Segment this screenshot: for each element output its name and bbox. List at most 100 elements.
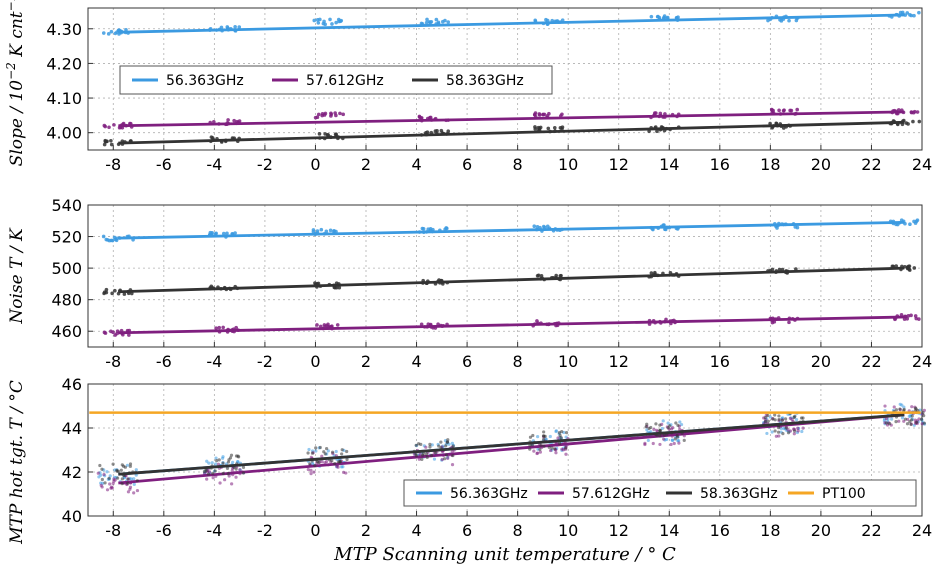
x-tick-label: 24 [912, 155, 932, 174]
data-point [307, 447, 311, 452]
x-tick-label: -2 [257, 155, 273, 174]
data-point [450, 462, 455, 467]
series-line [118, 13, 905, 34]
data-point [311, 229, 316, 234]
data-point [774, 434, 778, 438]
x-tick-label: 6 [462, 352, 472, 371]
data-point [102, 472, 106, 477]
data-point [329, 114, 333, 118]
data-point [103, 481, 107, 485]
data-point [770, 430, 774, 434]
data-point [433, 451, 438, 455]
series-line [118, 413, 905, 476]
data-point [532, 449, 536, 453]
data-point [792, 432, 796, 436]
x-tick-label: 2 [361, 352, 371, 371]
x-tick-label: 18 [760, 352, 780, 371]
data-point [306, 451, 310, 455]
data-point [318, 445, 322, 450]
data-point [214, 231, 218, 236]
data-point [913, 406, 918, 410]
x-tick-label: 18 [760, 155, 780, 174]
data-point [917, 10, 921, 15]
data-point [419, 322, 424, 327]
data-point [221, 455, 225, 459]
data-point [536, 435, 540, 439]
data-point [538, 450, 542, 454]
x-tick-label: 24 [912, 521, 932, 540]
data-point [113, 478, 117, 482]
x-tick-label: 24 [912, 352, 932, 371]
data-point [788, 108, 792, 113]
data-point [315, 323, 319, 327]
data-point [446, 456, 450, 460]
y-tick-label: 480 [51, 291, 82, 310]
data-point [221, 325, 225, 330]
data-point [333, 285, 337, 290]
data-point [906, 122, 910, 126]
data-point [537, 113, 542, 117]
data-point [912, 109, 917, 114]
legend-label: 56.363GHz [166, 73, 244, 89]
x-tick-label: 8 [513, 521, 523, 540]
data-point [560, 430, 564, 434]
x-tick-label: -6 [156, 521, 172, 540]
data-point [132, 482, 136, 486]
data-point [119, 468, 123, 472]
data-point [241, 465, 246, 469]
x-tick-label: -6 [156, 155, 172, 174]
data-point [340, 452, 344, 456]
y-tick-label: 520 [51, 228, 82, 247]
data-point [679, 422, 684, 427]
data-point [323, 111, 328, 116]
data-point [320, 460, 324, 464]
y-tick-label: 540 [51, 196, 82, 215]
x-tick-label: 2 [361, 521, 371, 540]
data-point [322, 19, 326, 24]
data-point [794, 418, 799, 422]
data-point [221, 231, 226, 236]
x-tick-label: -2 [257, 521, 273, 540]
x-tick-label: 16 [710, 155, 730, 174]
x-tick-label: -8 [105, 155, 121, 174]
data-point [790, 418, 794, 422]
data-point [669, 442, 673, 447]
x-tick-label: 22 [861, 352, 881, 371]
data-point [102, 291, 106, 296]
data-point [777, 414, 781, 418]
data-point [110, 238, 115, 243]
legend-label: PT100 [822, 486, 866, 502]
data-point [109, 138, 113, 143]
data-point [912, 219, 916, 224]
data-point [532, 224, 537, 228]
legend-label: 56.363GHz [450, 486, 528, 502]
data-point [669, 427, 674, 431]
data-point [312, 470, 316, 474]
data-point [782, 426, 786, 431]
data-point [897, 419, 901, 423]
data-point [128, 462, 133, 466]
data-point [316, 112, 321, 117]
series-line [118, 120, 905, 145]
data-point [334, 113, 338, 118]
data-point [913, 314, 918, 318]
data-point [338, 111, 342, 116]
data-point [655, 15, 660, 19]
data-point [674, 421, 678, 425]
data-point [903, 13, 908, 17]
data-point [783, 417, 788, 421]
data-point [314, 446, 318, 450]
data-point [338, 459, 342, 463]
data-point [658, 442, 662, 447]
y-tick-label: 4.10 [46, 89, 82, 108]
data-point [646, 438, 650, 443]
data-point [682, 438, 686, 442]
data-point [125, 463, 130, 467]
data-point [766, 413, 770, 418]
data-point [793, 414, 797, 418]
x-tick-label: 20 [811, 155, 831, 174]
data-point [223, 478, 227, 482]
data-point [536, 273, 541, 278]
data-point [787, 320, 791, 325]
y-tick-label: 500 [51, 259, 82, 278]
